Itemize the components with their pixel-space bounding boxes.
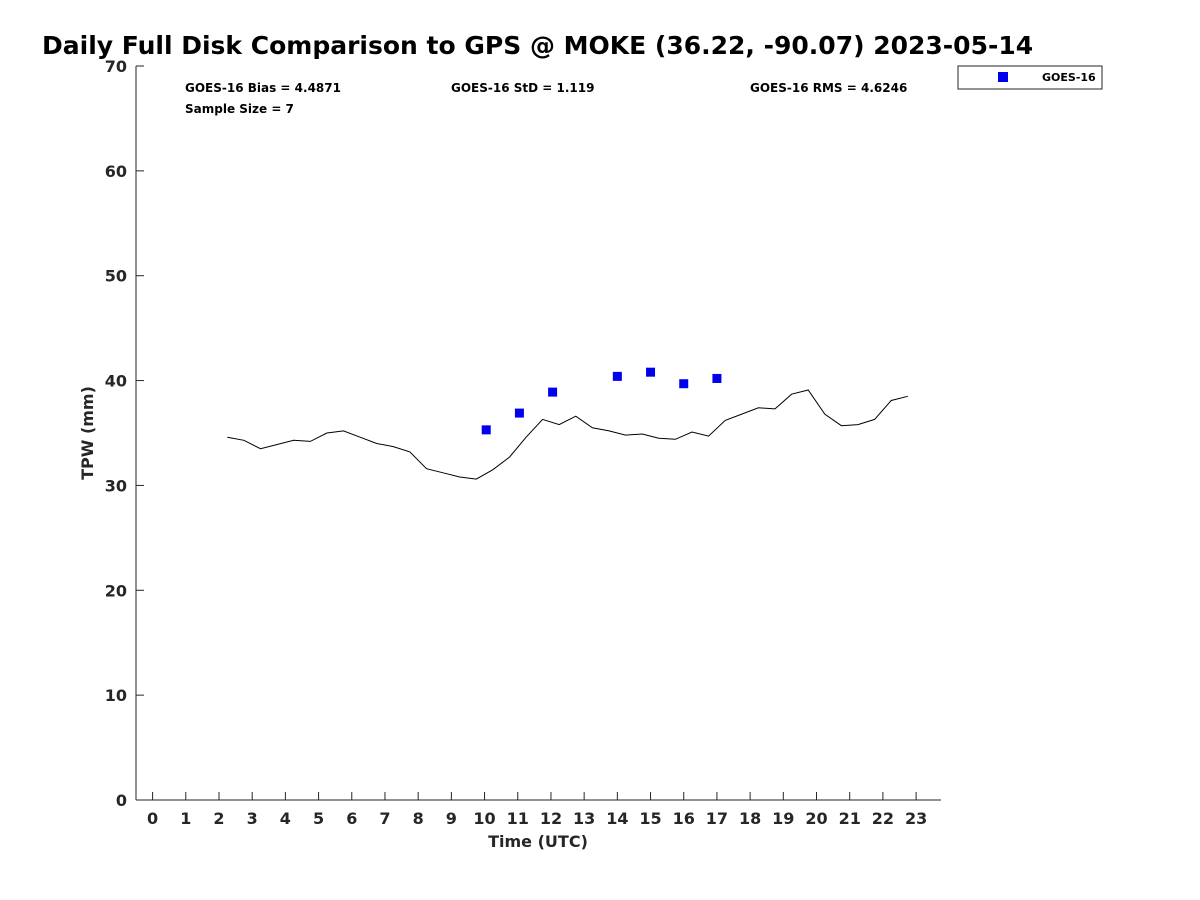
- x-tick-label: 7: [379, 809, 390, 828]
- x-tick-label: 17: [706, 809, 728, 828]
- y-tick-label: 70: [105, 57, 127, 76]
- y-tick-label: 50: [105, 267, 127, 286]
- gps-line: [227, 389, 908, 480]
- x-tick-label: 4: [280, 809, 291, 828]
- legend-marker: [998, 72, 1008, 82]
- x-tick-label: 16: [673, 809, 695, 828]
- x-ticks: 0 1 2 3 4 5 6 7 8 9 10 11 12 13 14 15 16 17 18 19 20 21 22 23: [147, 792, 927, 828]
- y-tick-label: 40: [105, 372, 127, 391]
- x-tick-label: 13: [573, 809, 595, 828]
- goes16-point: [646, 367, 656, 377]
- x-tick-label: 21: [839, 809, 861, 828]
- x-tick-label: 11: [507, 809, 529, 828]
- goes16-point: [514, 408, 524, 418]
- rms-stat: GOES-16 RMS = 4.6246: [750, 81, 907, 95]
- sample-size-stat: Sample Size = 7: [185, 102, 294, 116]
- x-tick-label: 19: [772, 809, 794, 828]
- x-tick-label: 15: [639, 809, 661, 828]
- goes16-point: [712, 373, 722, 383]
- x-tick-label: 12: [540, 809, 562, 828]
- y-tick-label: 60: [105, 162, 127, 181]
- std-stat: GOES-16 StD = 1.119: [451, 81, 594, 95]
- bias-stat: GOES-16 Bias = 4.4871: [185, 81, 341, 95]
- x-tick-label: 14: [606, 809, 628, 828]
- y-tick-label: 0: [116, 791, 127, 810]
- series-layer: [227, 367, 908, 480]
- x-tick-label: 18: [739, 809, 761, 828]
- x-tick-label: 5: [313, 809, 324, 828]
- y-ticks: 0 10 20 30 40 50 60 70: [105, 57, 144, 810]
- chart-title: Daily Full Disk Comparison to GPS @ MOKE…: [42, 31, 1033, 60]
- x-tick-label: 8: [413, 809, 424, 828]
- x-tick-label: 2: [213, 809, 224, 828]
- legend: GOES-16: [957, 65, 1103, 90]
- goes16-point: [612, 371, 622, 381]
- x-tick-label: 22: [872, 809, 894, 828]
- y-axis-label: TPW (mm): [78, 386, 97, 480]
- x-tick-label: 20: [805, 809, 827, 828]
- y-tick-label: 20: [105, 581, 127, 600]
- x-tick-label: 9: [446, 809, 457, 828]
- x-axis-label: Time (UTC): [488, 832, 588, 851]
- x-tick-label: 6: [346, 809, 357, 828]
- legend-box: [957, 65, 1103, 90]
- goes16-point: [481, 425, 491, 435]
- legend-label: GOES-16: [1042, 71, 1096, 84]
- y-tick-label: 10: [105, 686, 127, 705]
- y-tick-label: 30: [105, 476, 127, 495]
- x-tick-label: 1: [180, 809, 191, 828]
- x-tick-label: 0: [147, 809, 158, 828]
- goes16-point: [548, 387, 558, 397]
- goes16-point: [679, 379, 689, 389]
- x-tick-label: 10: [473, 809, 495, 828]
- x-tick-label: 23: [905, 809, 927, 828]
- x-tick-label: 3: [247, 809, 258, 828]
